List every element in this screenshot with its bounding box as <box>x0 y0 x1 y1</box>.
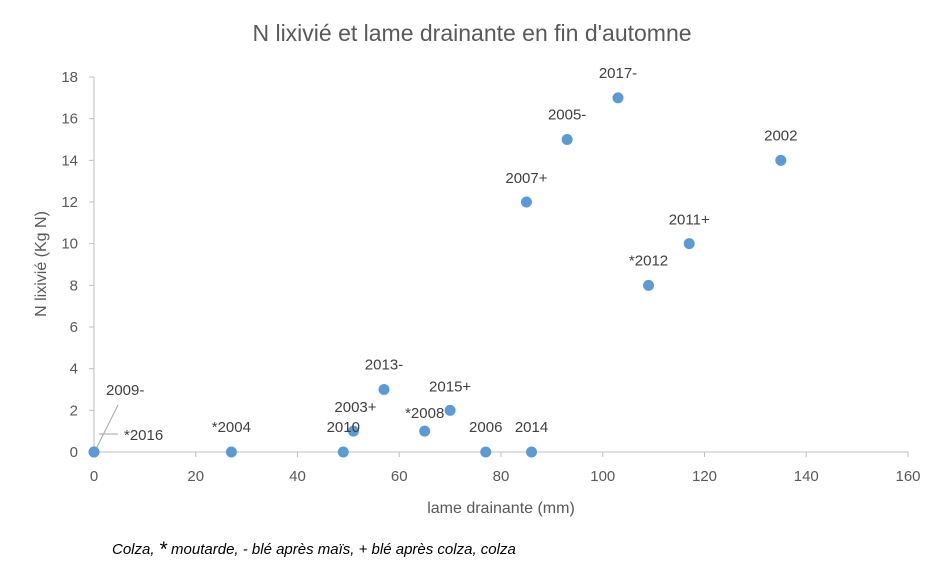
point-label: 2007+ <box>505 170 547 187</box>
footnote-rest: moutarde, - blé après maïs, + blé après … <box>167 541 516 558</box>
footnote-star: * <box>159 538 168 561</box>
data-point <box>561 134 573 145</box>
data-point <box>643 279 655 291</box>
x-tick-label: 120 <box>692 468 717 485</box>
y-tick-label: 14 <box>61 152 78 169</box>
data-point <box>480 446 492 458</box>
x-tick-label: 140 <box>794 468 819 485</box>
point-label: 2017- <box>599 65 637 82</box>
data-point <box>419 425 431 437</box>
x-axis-label: lame drainante (mm) <box>427 500 575 517</box>
data-point <box>520 196 532 208</box>
point-label: *2008 <box>405 405 444 422</box>
y-tick-label: 18 <box>61 69 78 86</box>
data-point <box>683 238 695 250</box>
x-tick-label: 100 <box>590 468 615 485</box>
point-label: 2003+ <box>334 399 376 416</box>
chart-title: N lixivié et lame drainante en fin d'aut… <box>252 20 691 46</box>
tick-labels: 0 20 40 60 80 100 120 140 160 0 2 4 6 8 10 12 14 16 18 <box>61 69 920 485</box>
y-tick-label: 2 <box>70 402 78 419</box>
y-tick-label: 6 <box>70 319 78 336</box>
data-point <box>225 446 237 458</box>
data-point <box>775 154 787 166</box>
footnote-prefix: Colza, <box>112 541 159 558</box>
point-label: 2014 <box>515 419 548 436</box>
point-labels: 2009- *2016 *2004 2010 2003+ 2013- *2008 2015+ 2… <box>106 65 798 444</box>
y-tick-label: 16 <box>61 111 78 128</box>
x-tick-label: 60 <box>391 468 408 485</box>
point-label: *2004 <box>212 419 251 436</box>
data-point <box>526 446 538 458</box>
data-point <box>88 446 100 458</box>
data-point <box>347 425 359 437</box>
point-label: 2011+ <box>669 212 710 229</box>
y-tick-label: 0 <box>70 444 78 461</box>
y-tick-label: 4 <box>70 361 78 378</box>
x-tick-label: 160 <box>895 468 920 485</box>
point-label: 2005- <box>548 107 586 124</box>
point-label: 2009- <box>106 382 144 399</box>
x-tick-label: 40 <box>289 468 306 485</box>
point-label: 2010 <box>327 419 360 436</box>
data-point <box>378 384 390 395</box>
point-label: *2012 <box>629 252 668 269</box>
data-point <box>612 92 624 104</box>
leader-lines <box>95 404 119 450</box>
data-point <box>444 404 456 416</box>
data-points <box>88 92 787 458</box>
data-point <box>337 446 349 458</box>
y-axis-label: N lixivié (Kg N) <box>33 211 50 317</box>
leader-line <box>95 404 119 450</box>
point-label: 2002 <box>764 127 797 144</box>
x-tick-label: 20 <box>187 468 204 485</box>
y-tick-label: 12 <box>61 194 78 211</box>
y-tick-label: 8 <box>70 277 78 294</box>
point-label: 2006 <box>469 419 502 436</box>
y-tick-label: 10 <box>61 236 78 253</box>
footnote: Colza, * moutarde, - blé après maïs, + b… <box>112 538 516 561</box>
point-label: 2015+ <box>429 378 471 395</box>
point-label: *2016 <box>124 427 163 444</box>
point-label: 2013- <box>365 357 403 374</box>
x-tick-label: 0 <box>90 468 98 485</box>
x-tick-label: 80 <box>493 468 510 485</box>
